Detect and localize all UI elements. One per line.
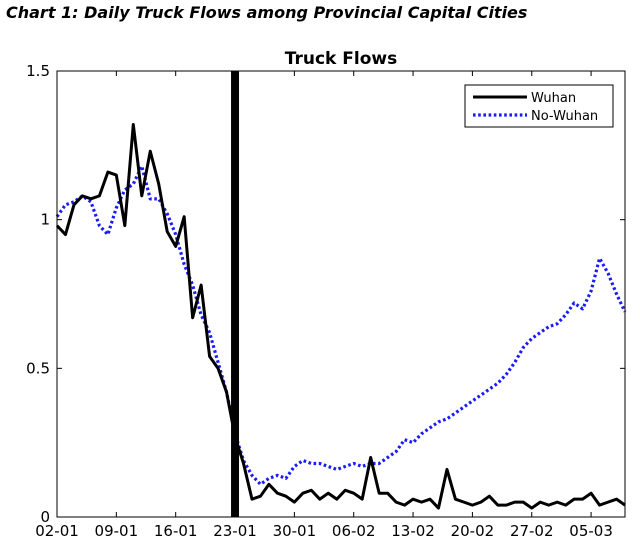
axes-frame: [56, 70, 626, 518]
x-tick-label: 23-01: [213, 522, 257, 540]
x-tick-label: 27-02: [510, 522, 554, 540]
x-tick-label: 06-02: [332, 522, 376, 540]
x-tick-label: 20-02: [451, 522, 495, 540]
legend-label-no-wuhan: No-Wuhan: [531, 109, 598, 124]
y-tick-label: 1: [40, 211, 50, 229]
y-tick-label: 1.5: [26, 62, 50, 80]
x-tick-label: 02-01: [35, 522, 79, 540]
legend-label-wuhan: Wuhan: [531, 91, 576, 106]
legend: Wuhan No-Wuhan: [464, 84, 614, 128]
y-tick-label: 0: [40, 508, 50, 526]
x-tick-label: 09-01: [95, 522, 139, 540]
x-tick-label: 13-02: [391, 522, 435, 540]
x-tick-label: 05-03: [569, 522, 613, 540]
chart-caption: Chart 1: Daily Truck Flows among Provinc…: [6, 3, 528, 22]
chart-title: Truck Flows: [285, 49, 397, 69]
x-tick-label: 16-01: [154, 522, 198, 540]
series-group: [55, 123, 627, 510]
series-line-no-wuhan: [55, 164, 627, 486]
legend-box: [464, 84, 614, 128]
x-tick-label: 30-01: [273, 522, 317, 540]
y-tick-label: 0.5: [26, 359, 50, 377]
tick-group: 0 0.5 1 1.5 02-01 09-01 16-01 23-01 30-01 06-02 13…: [26, 62, 625, 540]
series-line-wuhan: [55, 123, 626, 510]
